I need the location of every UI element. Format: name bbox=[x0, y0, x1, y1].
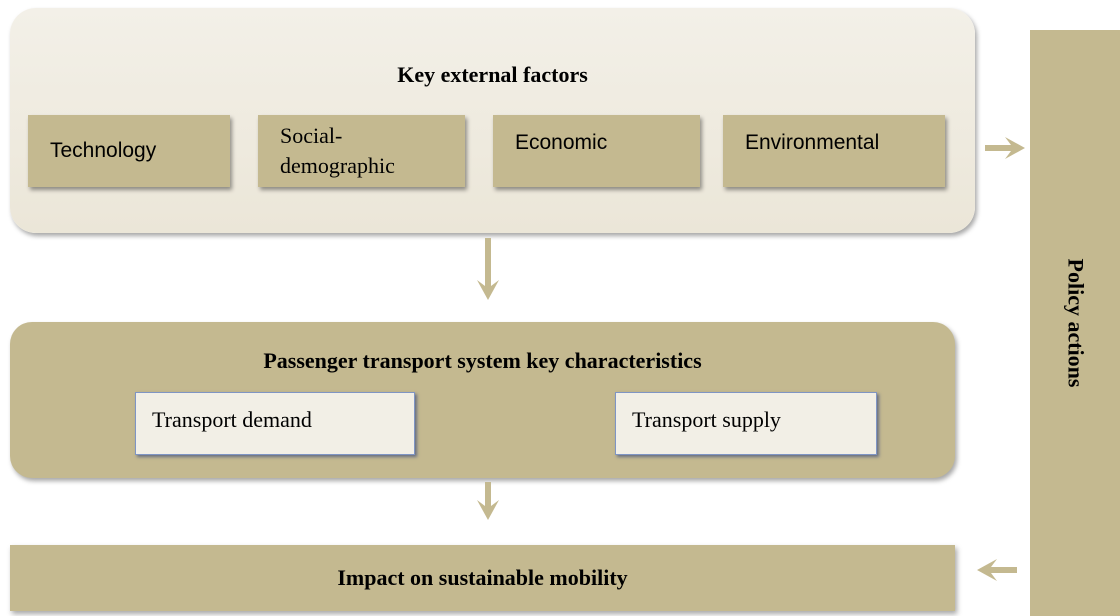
factor-box: Social-demographic bbox=[258, 115, 465, 187]
impact-box: Impact on sustainable mobility bbox=[10, 545, 955, 611]
factor-label: Social-demographic bbox=[280, 123, 395, 178]
box-title: Impact on sustainable mobility bbox=[337, 565, 628, 590]
arrow-group bbox=[477, 137, 1025, 581]
factor-box: Economic bbox=[493, 115, 700, 187]
arrow-left bbox=[977, 559, 1017, 581]
characteristic-box: Transport demand bbox=[135, 392, 415, 455]
arrow-down bbox=[477, 482, 499, 520]
policy-box: Policy actions bbox=[1030, 30, 1120, 616]
characteristic-box: Transport supply bbox=[615, 392, 877, 455]
arrow-down bbox=[477, 238, 499, 300]
box-title: Key external factors bbox=[397, 62, 588, 87]
factor-box: Technology bbox=[28, 115, 230, 187]
factor-box: Environmental bbox=[723, 115, 945, 187]
box-title: Passenger transport system key character… bbox=[263, 348, 702, 373]
arrow-right bbox=[985, 137, 1025, 159]
